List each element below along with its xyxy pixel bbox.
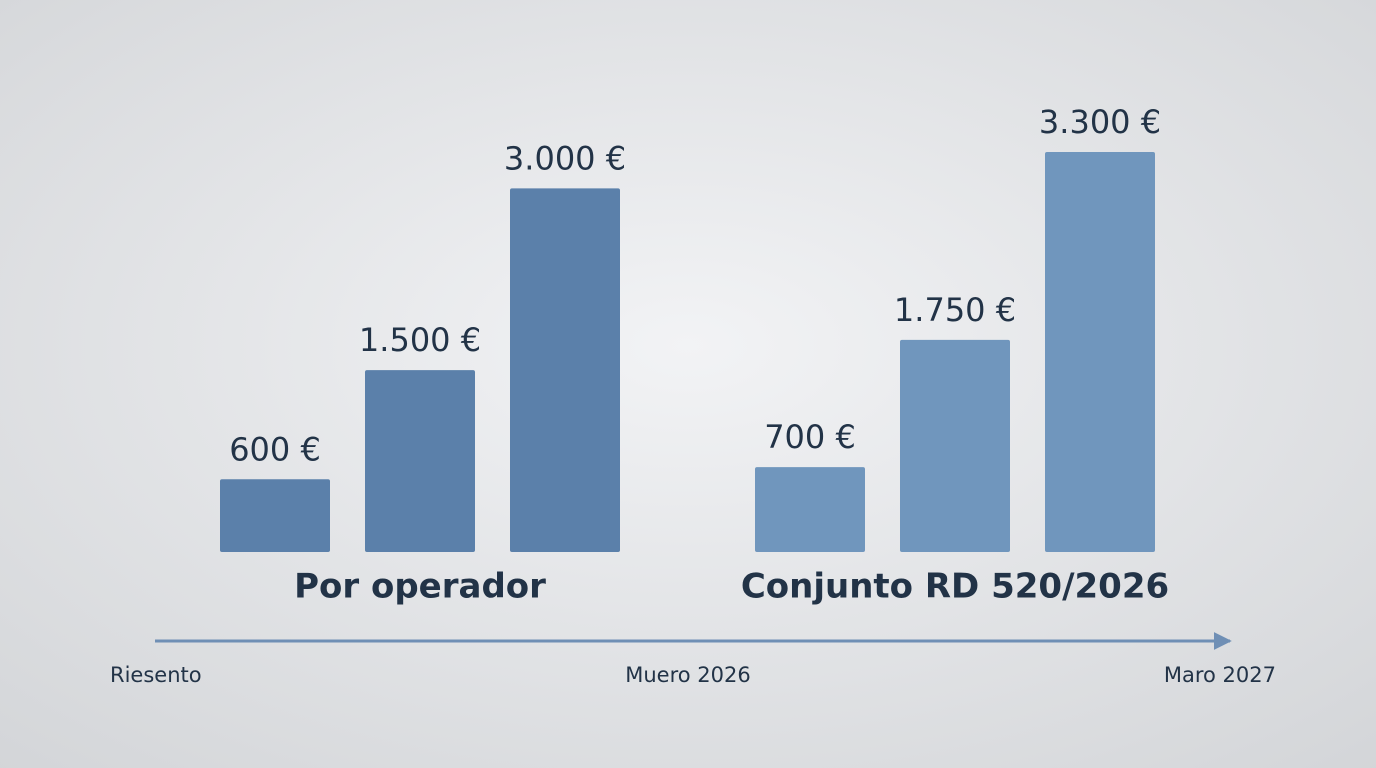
bar (510, 188, 620, 552)
bar (900, 339, 1010, 552)
bar (220, 479, 330, 552)
value-label: 1.500 € (359, 321, 481, 359)
bar (755, 467, 865, 552)
bar (1045, 152, 1155, 552)
timeline-label: Riesento (110, 663, 202, 687)
timeline-label: Maro 2027 (1164, 663, 1276, 687)
group-label: Por operador (294, 567, 546, 607)
value-label: 3.000 € (504, 139, 626, 177)
bar (365, 370, 475, 552)
value-label: 600 € (229, 430, 321, 468)
value-label: 3.300 € (1039, 103, 1161, 141)
value-label: 700 € (764, 418, 856, 456)
timeline-label: Muero 2026 (625, 663, 751, 687)
group-label: Conjunto RD 520/2026 (741, 567, 1169, 607)
value-label: 1.750 € (894, 291, 1016, 329)
